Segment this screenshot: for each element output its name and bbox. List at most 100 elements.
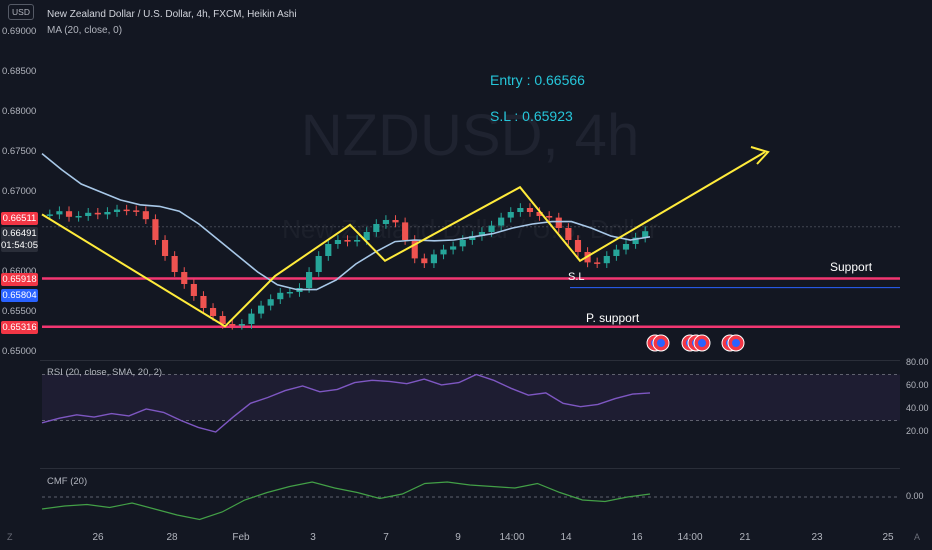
price-axis-label: 0.67000	[2, 186, 37, 197]
time-axis-label: 14:00	[499, 532, 525, 543]
candle	[354, 240, 361, 242]
candle	[267, 299, 274, 306]
price-tag: 01:54:05	[1, 239, 38, 252]
candle	[440, 249, 447, 255]
price-axis-label: 0.65500	[2, 306, 37, 317]
timezone-button[interactable]: Z	[7, 532, 13, 542]
time-axis-label: 14:00	[677, 532, 703, 543]
projection-arrow-head	[750, 146, 770, 165]
candle	[498, 217, 505, 226]
time-axis-label: 26	[92, 532, 104, 543]
ma-legend[interactable]: MA (20, close, 0)	[47, 25, 123, 36]
pane-divider[interactable]	[40, 468, 900, 469]
price-axis-label: 0.68500	[2, 66, 37, 77]
candle	[123, 209, 130, 212]
candle	[219, 316, 226, 324]
candle	[113, 209, 121, 212]
watermark-symbol: NZDUSD, 4h	[301, 103, 639, 168]
candle	[507, 212, 514, 218]
candle	[344, 240, 351, 242]
candle	[171, 256, 178, 272]
candle	[469, 236, 476, 240]
candle	[94, 212, 101, 215]
candle	[315, 256, 322, 272]
price-tag: 0.66491	[1, 227, 38, 240]
candle	[594, 262, 601, 264]
price-tag: 0.65316	[1, 321, 38, 334]
currency-button[interactable]: USD	[8, 4, 34, 20]
rsi-band	[42, 374, 900, 421]
candle	[421, 258, 428, 264]
candle	[411, 240, 418, 259]
candle	[200, 296, 207, 308]
time-axis-label: 23	[811, 532, 823, 543]
candle	[46, 214, 53, 216]
rsi-line	[41, 373, 651, 433]
time-axis-label: 9	[455, 532, 461, 543]
us-flag-icon	[732, 339, 740, 347]
candle	[402, 222, 409, 240]
rsi-axis-label: 40.00	[906, 403, 929, 413]
time-axis-label: 25	[882, 532, 894, 543]
rsi-axis-label: 60.00	[906, 380, 929, 390]
candle	[209, 308, 217, 316]
sl-short-label: S.L	[568, 271, 585, 283]
chart-title: New Zealand Dollar / U.S. Dollar, 4h, FX…	[47, 9, 297, 20]
candle	[75, 216, 82, 218]
candle	[190, 284, 197, 296]
candle	[613, 249, 620, 256]
pane-divider[interactable]	[40, 360, 900, 361]
candle	[392, 220, 399, 223]
candle	[642, 231, 649, 238]
candle	[286, 292, 293, 294]
rsi-legend[interactable]: RSI (20, close, SMA, 20, 2)	[47, 367, 163, 378]
cmf-axis-label: 0.00	[906, 491, 924, 501]
price-tag: 0.66511	[1, 212, 38, 225]
rsi-axis-label: 80.00	[906, 357, 929, 367]
time-axis-label: 7	[383, 532, 389, 543]
rsi-axis-label: 20.00	[906, 426, 929, 436]
candle	[450, 246, 457, 250]
candle	[306, 272, 313, 288]
candle	[574, 240, 582, 252]
candle	[133, 210, 140, 212]
candle	[248, 313, 255, 324]
candle	[277, 292, 284, 300]
candle	[430, 254, 438, 264]
candle	[56, 211, 63, 215]
candle	[85, 212, 92, 216]
price-axis-label: 0.69000	[2, 26, 37, 37]
us-flag-icon	[657, 339, 665, 347]
entry-label: Entry : 0.66566	[490, 72, 585, 88]
candle	[373, 224, 380, 232]
candle	[257, 305, 265, 314]
candle	[152, 219, 159, 240]
candle	[181, 272, 188, 284]
candle	[622, 244, 630, 250]
time-axis-label: 21	[739, 532, 751, 543]
price-axis-label: 0.68000	[2, 106, 37, 117]
candle	[565, 228, 572, 240]
candle	[334, 240, 341, 244]
auto-scale-button[interactable]: A	[914, 532, 921, 542]
candle	[555, 217, 562, 228]
time-axis-label: Feb	[232, 532, 250, 543]
stop-loss-label: S.L : 0.65923	[490, 108, 573, 124]
time-axis-label: 3	[310, 532, 316, 543]
cmf-legend[interactable]: CMF (20)	[47, 476, 88, 487]
candle	[517, 208, 524, 212]
candle	[229, 324, 236, 326]
cmf-line	[41, 481, 651, 521]
support-label: Support	[830, 260, 873, 274]
price-axis-label: 0.67500	[2, 146, 37, 157]
candle	[142, 211, 149, 220]
price-axis-label: 0.66000	[2, 266, 37, 277]
price-tag: 0.65918	[1, 273, 38, 286]
candle	[632, 237, 639, 244]
us-flag-icon	[698, 339, 706, 347]
candle	[478, 232, 486, 236]
candle	[104, 212, 111, 215]
candle	[363, 232, 370, 240]
time-axis-label: 14	[560, 532, 572, 543]
